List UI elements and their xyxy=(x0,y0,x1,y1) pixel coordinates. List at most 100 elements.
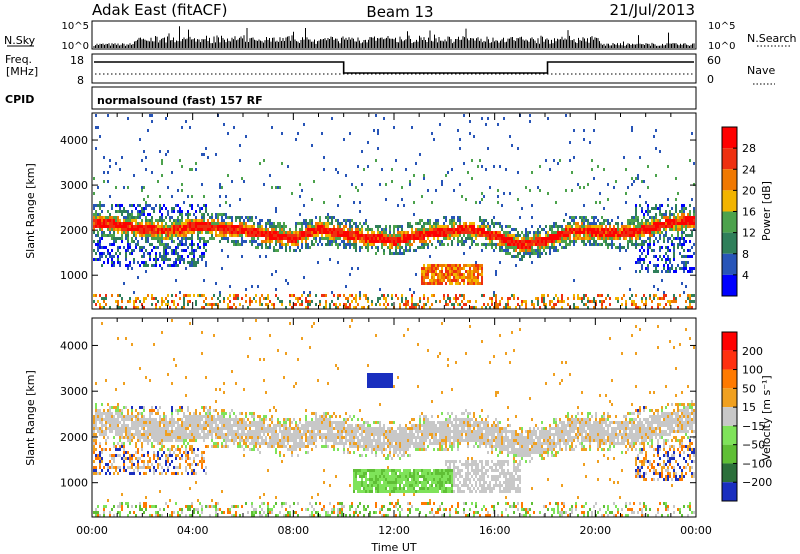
heatmap-cell xyxy=(525,300,527,303)
heatmap-cell xyxy=(179,439,181,442)
heatmap-cell xyxy=(273,234,275,237)
heatmap-cell xyxy=(431,225,433,228)
heatmap-cell xyxy=(117,222,119,225)
heatmap-cell xyxy=(689,210,691,213)
heatmap-cell xyxy=(517,147,519,150)
heatmap-cell xyxy=(593,300,595,303)
heatmap-cell xyxy=(111,204,113,207)
heatmap-cell xyxy=(671,234,673,237)
heatmap-cell xyxy=(689,216,691,219)
heatmap-cell xyxy=(457,129,459,132)
heatmap-cell xyxy=(425,243,427,246)
heatmap-cell xyxy=(307,225,309,228)
heatmap-cell xyxy=(173,219,175,222)
heatmap-cell xyxy=(419,231,421,234)
heatmap-cell xyxy=(623,231,625,234)
heatmap-cell xyxy=(267,294,269,297)
heatmap-cell xyxy=(413,303,415,306)
heatmap-cell xyxy=(221,213,223,216)
heatmap-cell xyxy=(203,306,205,309)
heatmap-cell xyxy=(237,231,239,234)
heatmap-cell xyxy=(667,264,669,267)
heatmap-cell xyxy=(135,231,137,234)
heatmap-cell xyxy=(127,237,129,240)
heatmap-cell xyxy=(151,237,153,240)
heatmap-cell xyxy=(349,294,351,297)
heatmap-cell xyxy=(611,243,613,246)
heatmap-cell xyxy=(133,240,135,243)
heatmap-cell xyxy=(255,231,257,234)
heatmap-cell xyxy=(493,294,495,297)
heatmap-cell xyxy=(477,225,479,228)
heatmap-cell xyxy=(233,126,235,129)
heatmap-cell xyxy=(689,219,691,222)
heatmap-cell xyxy=(631,234,633,237)
heatmap-cell xyxy=(125,216,127,219)
heatmap-cell xyxy=(447,270,449,273)
heatmap-cell xyxy=(143,472,145,475)
heatmap-cell xyxy=(317,234,319,237)
heatmap-cell xyxy=(447,303,449,306)
heatmap-cell xyxy=(479,219,481,222)
heatmap-cell xyxy=(257,285,259,288)
heatmap-cell xyxy=(635,246,637,249)
heatmap-cell xyxy=(259,234,261,237)
heatmap-cell xyxy=(303,237,305,240)
heatmap-cell xyxy=(409,222,411,225)
heatmap-cell xyxy=(175,409,177,412)
heatmap-cell xyxy=(145,433,147,436)
heatmap-cell xyxy=(207,240,209,243)
heatmap-cell xyxy=(157,222,159,225)
heatmap-cell xyxy=(131,237,133,240)
heatmap-cell xyxy=(543,297,545,300)
heatmap-cell xyxy=(171,460,173,463)
heatmap-cell xyxy=(147,436,149,439)
heatmap-cell xyxy=(241,225,243,228)
heatmap-cell xyxy=(439,231,441,234)
heatmap-cell xyxy=(187,219,189,222)
heatmap-cell xyxy=(99,216,101,219)
heatmap-cell xyxy=(105,297,107,300)
heatmap-cell xyxy=(137,412,139,415)
heatmap-cell xyxy=(329,228,331,231)
heatmap-cell xyxy=(209,228,211,231)
heatmap-cell xyxy=(193,243,195,246)
heatmap-cell xyxy=(221,231,223,234)
heatmap-cell xyxy=(141,237,143,240)
heatmap-cell xyxy=(113,243,115,246)
heatmap-cell xyxy=(99,442,101,445)
heatmap-cell xyxy=(145,201,147,204)
heatmap-cell xyxy=(457,297,459,300)
heatmap-cell xyxy=(397,237,399,240)
heatmap-cell xyxy=(357,234,359,237)
heatmap-cell xyxy=(433,294,435,297)
heatmap-cell xyxy=(545,159,547,162)
heatmap-cell xyxy=(151,427,153,430)
heatmap-cell xyxy=(443,222,445,225)
heatmap-cell xyxy=(625,201,627,204)
heatmap-cell xyxy=(623,234,625,237)
heatmap-cell xyxy=(667,240,669,243)
heatmap-cell xyxy=(683,267,685,270)
heatmap-cell xyxy=(461,243,463,246)
heatmap-cell xyxy=(133,258,135,261)
heatmap-cell xyxy=(213,303,215,306)
heatmap-cell xyxy=(147,252,149,255)
heatmap-cell xyxy=(521,300,523,303)
heatmap-cell xyxy=(685,225,687,228)
heatmap-cell xyxy=(125,237,127,240)
heatmap-cell xyxy=(177,454,179,457)
heatmap-cell xyxy=(461,195,463,198)
heatmap-cell xyxy=(177,222,179,225)
heatmap-cell xyxy=(259,162,261,165)
heatmap-cell xyxy=(139,216,141,219)
heatmap-cell xyxy=(145,228,147,231)
heatmap-cell xyxy=(653,255,655,258)
heatmap-cell xyxy=(381,237,383,240)
heatmap-cell xyxy=(195,261,197,264)
heatmap-cell xyxy=(553,297,555,300)
heatmap-cell xyxy=(159,207,161,210)
heatmap-cell xyxy=(335,219,337,222)
heatmap-cell xyxy=(233,228,235,231)
heatmap-cell xyxy=(573,228,575,231)
